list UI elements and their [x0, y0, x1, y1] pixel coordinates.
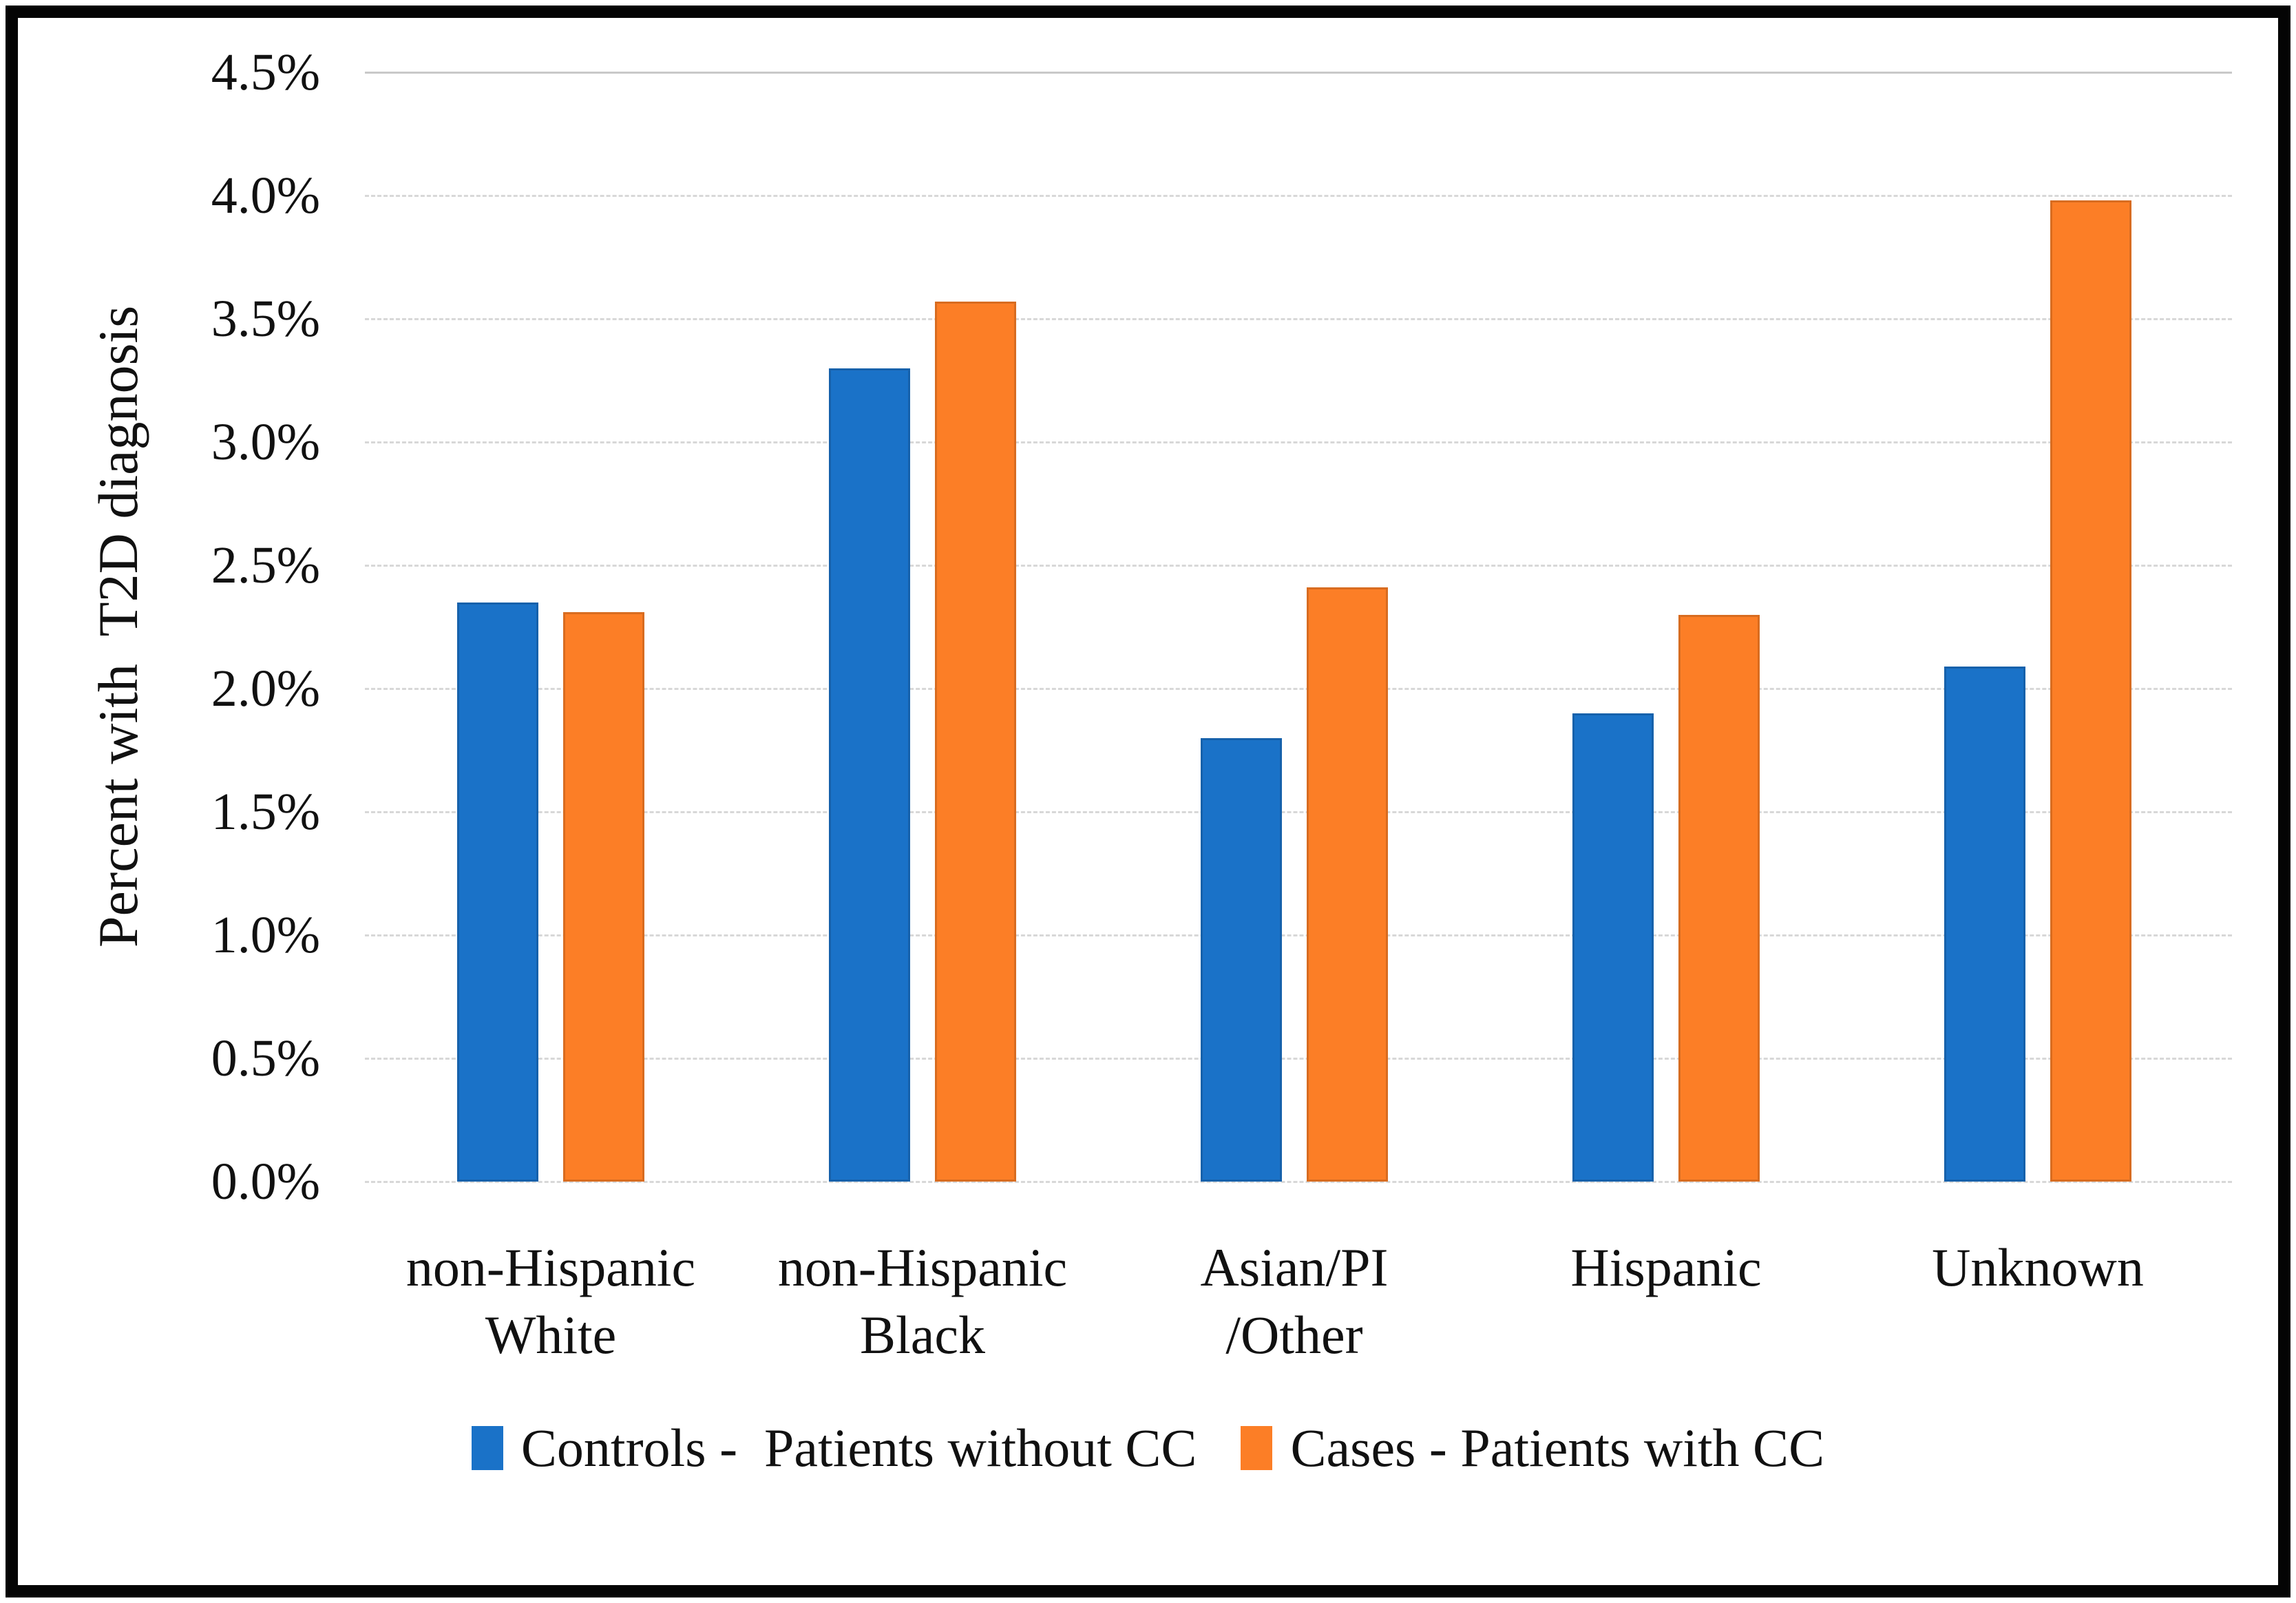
x-category-label-line: non-Hispanic: [777, 1237, 1068, 1297]
gridline: [365, 317, 2232, 320]
bar-cases: [2050, 200, 2131, 1182]
bar-controls: [1201, 738, 1282, 1182]
y-tick-label: 4.5%: [211, 43, 320, 101]
legend-label-controls: Controls - Patients without CC: [520, 1418, 1197, 1478]
x-category-label: non-Hispanic White: [358, 1234, 744, 1369]
gridline: [365, 1057, 2232, 1060]
bar-cases: [1678, 615, 1760, 1182]
y-tick-label: 0.0%: [211, 1153, 320, 1211]
y-tick-label: 4.0%: [211, 167, 320, 224]
gridline: [365, 71, 2232, 74]
bar-cases: [1307, 587, 1388, 1182]
bar-controls: [457, 603, 538, 1182]
legend-label-cases: Cases - Patients with CC: [1290, 1418, 1825, 1478]
gridline: [365, 934, 2232, 936]
y-axis-title: Percent with T2D diagnosis: [87, 305, 149, 948]
bar-controls: [829, 368, 910, 1182]
gridline: [365, 564, 2232, 567]
y-tick-label: 0.5%: [211, 1029, 320, 1087]
legend: Controls - Patients without CC Cases - P…: [0, 1417, 2296, 1479]
gridline: [365, 1180, 2232, 1183]
gridline: [365, 441, 2232, 443]
bar-cases: [935, 302, 1016, 1182]
legend-item-cases: Cases - Patients with CC: [1241, 1417, 1824, 1479]
x-category-label: Asian/PI/Other: [1102, 1234, 1487, 1369]
x-category-label: Hispanic: [1473, 1234, 1859, 1301]
x-category-label-line: Black: [860, 1305, 985, 1365]
gridline: [365, 810, 2232, 813]
legend-item-controls: Controls - Patients without CC: [471, 1417, 1197, 1479]
gridline: [365, 687, 2232, 690]
y-tick-label: 1.0%: [211, 906, 320, 964]
y-tick-label: 1.5%: [211, 783, 320, 841]
y-tick-label: 2.5%: [211, 536, 320, 594]
bar-controls: [1944, 667, 2025, 1182]
x-category-label-line: White: [485, 1305, 617, 1365]
legend-swatch-controls: [471, 1426, 503, 1470]
bar-controls: [1572, 713, 1654, 1182]
x-category-label: non-Hispanic Black: [730, 1234, 1115, 1369]
y-tick-label: 3.5%: [211, 290, 320, 348]
y-tick-label: 2.0%: [211, 660, 320, 717]
x-category-label-line: non-Hispanic: [406, 1237, 696, 1297]
legend-swatch-cases: [1241, 1426, 1273, 1470]
x-category-label-line: Unknown: [1932, 1237, 2144, 1297]
x-category-label-line: Asian/PI: [1200, 1237, 1389, 1297]
gridline: [365, 194, 2232, 197]
bar-cases: [563, 612, 644, 1182]
x-category-label-line: /Other: [1225, 1305, 1363, 1365]
x-category-label: Unknown: [1845, 1234, 2231, 1301]
x-category-label-line: Hispanic: [1570, 1237, 1762, 1297]
y-tick-label: 3.0%: [211, 413, 320, 471]
